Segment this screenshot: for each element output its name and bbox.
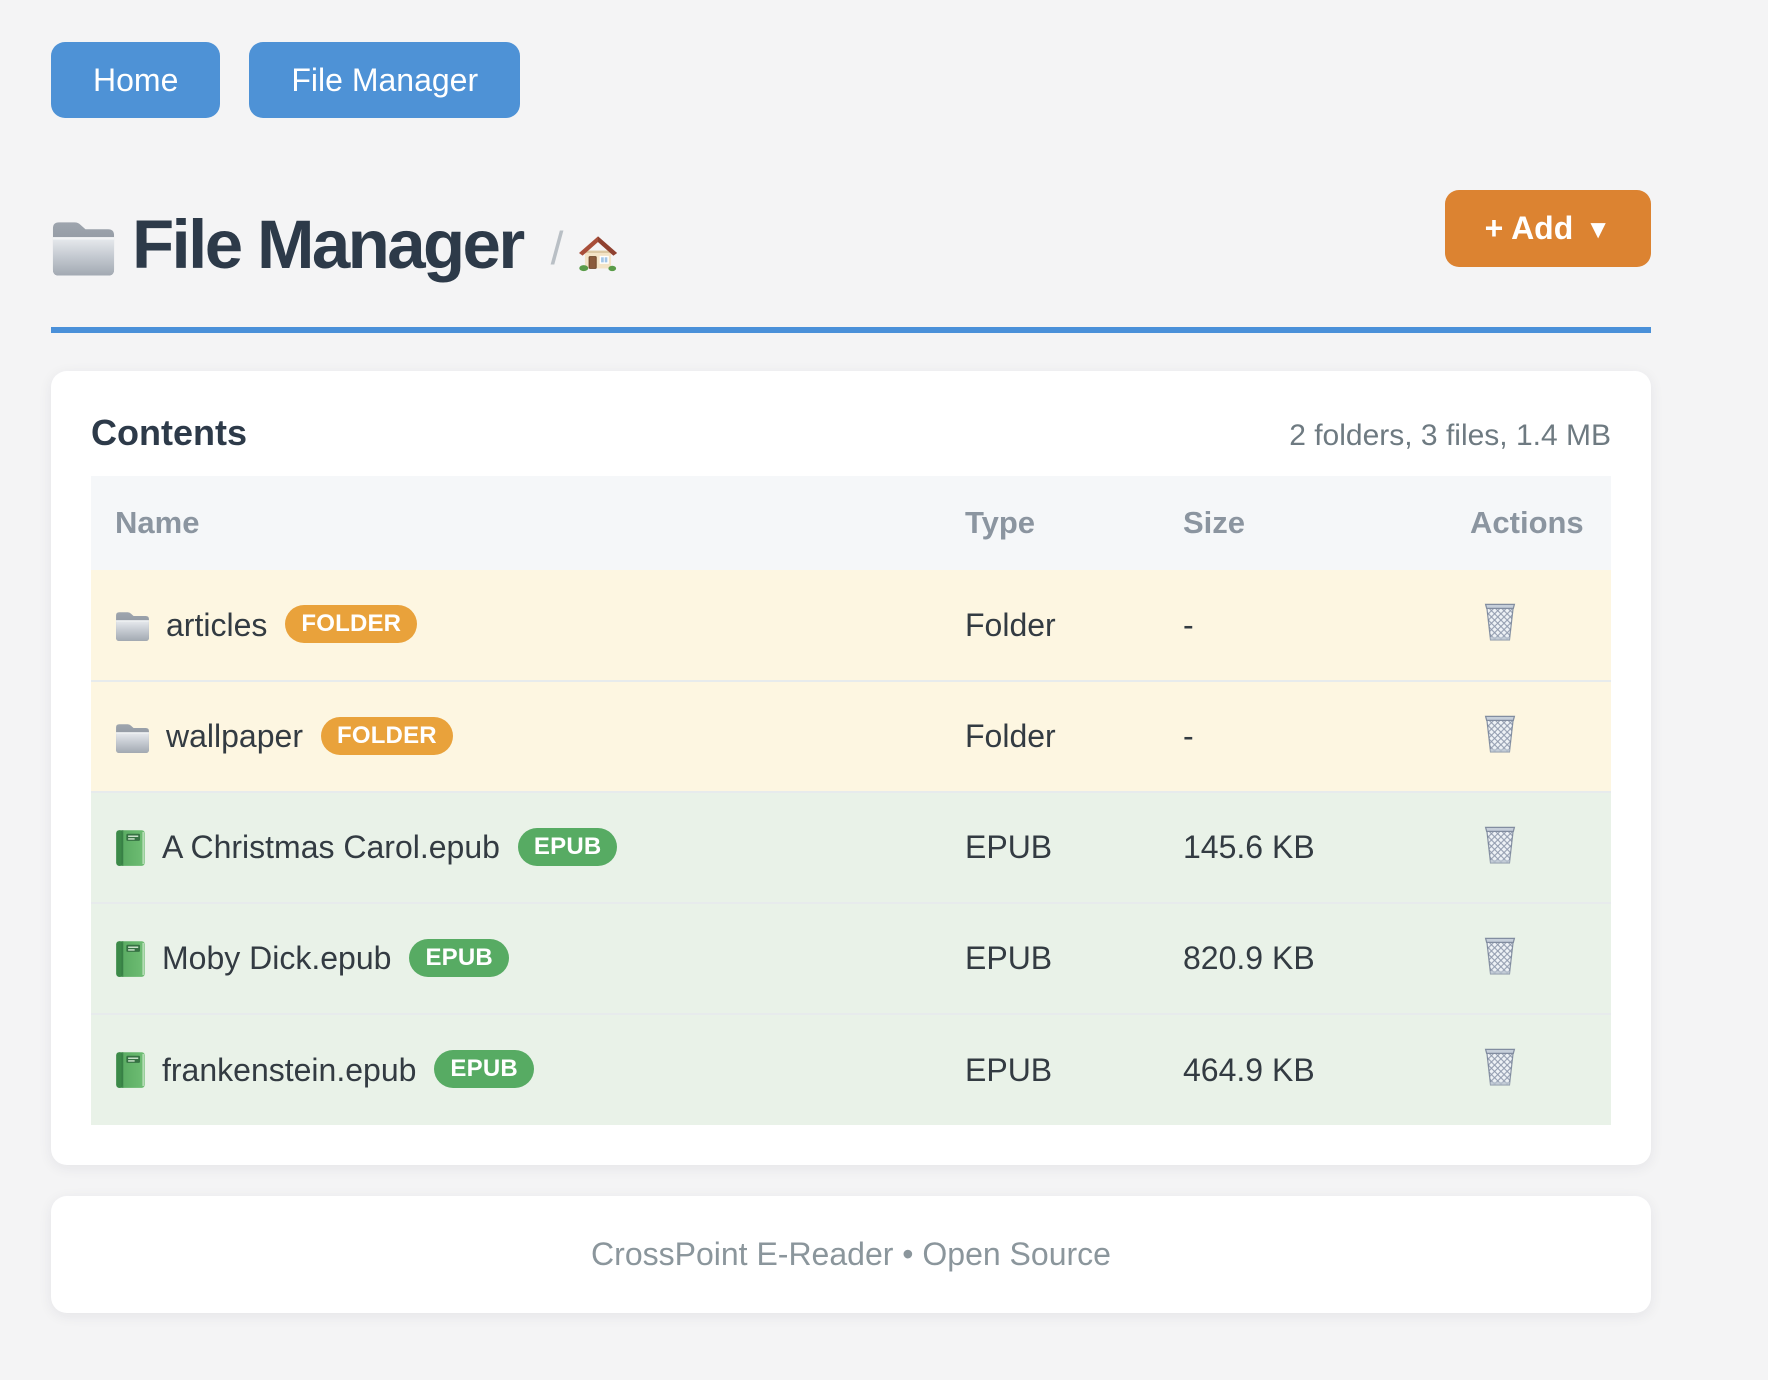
- type-badge: EPUB: [517, 827, 618, 866]
- table-row[interactable]: frankenstein.epub EPUB EPUB 464.9 KB: [91, 1013, 1611, 1125]
- contents-title: Contents: [91, 412, 247, 453]
- file-table: Name Type Size Actions articles FOLDER F…: [91, 476, 1611, 1125]
- home-button[interactable]: Home: [51, 42, 221, 118]
- name-cell: Moby Dick.epub EPUB: [91, 902, 941, 1014]
- file-name[interactable]: articles: [166, 606, 268, 643]
- add-button-label: + Add: [1484, 210, 1574, 246]
- wastebasket-icon: [1482, 823, 1518, 865]
- contents-card: Contents 2 folders, 3 files, 1.4 MB Name…: [51, 371, 1651, 1165]
- contents-summary: 2 folders, 3 files, 1.4 MB: [1289, 419, 1611, 452]
- file-size: 145.6 KB: [1159, 791, 1446, 903]
- delete-button[interactable]: [1470, 712, 1518, 754]
- file-type: EPUB: [941, 1013, 1159, 1125]
- page-title-text: File Manager: [132, 206, 525, 283]
- actions-cell: [1446, 902, 1611, 1014]
- table-row[interactable]: A Christmas Carol.epub EPUB EPUB 145.6 K…: [91, 791, 1611, 903]
- breadcrumb-separator: /: [550, 222, 564, 274]
- column-header-name: Name: [91, 476, 941, 570]
- type-badge: FOLDER: [320, 716, 453, 755]
- file-size: -: [1159, 680, 1446, 792]
- add-button[interactable]: + Add ▼: [1444, 190, 1651, 267]
- column-header-actions: Actions: [1446, 476, 1611, 570]
- name-cell: A Christmas Carol.epub EPUB: [91, 791, 941, 903]
- file-size: 820.9 KB: [1159, 902, 1446, 1014]
- table-row[interactable]: Moby Dick.epub EPUB EPUB 820.9 KB: [91, 902, 1611, 1014]
- name-cell: articles FOLDER: [91, 570, 941, 681]
- type-badge: EPUB: [434, 1050, 534, 1088]
- actions-cell: [1446, 570, 1611, 681]
- file-size: -: [1159, 570, 1446, 681]
- column-header-size: Size: [1159, 476, 1446, 570]
- caret-down-icon: ▼: [1585, 214, 1611, 244]
- delete-button[interactable]: [1470, 600, 1518, 642]
- actions-cell: [1446, 791, 1611, 903]
- file-type: Folder: [941, 570, 1159, 681]
- footer-card: CrossPoint E-Reader • Open Source: [51, 1196, 1651, 1313]
- folder-icon: [51, 216, 116, 276]
- delete-button[interactable]: [1470, 934, 1518, 976]
- file-name[interactable]: wallpaper: [166, 718, 303, 754]
- column-header-type: Type: [941, 476, 1159, 570]
- delete-button[interactable]: [1470, 1045, 1518, 1087]
- name-cell: frankenstein.epub EPUB: [91, 1013, 941, 1125]
- wastebasket-icon: [1482, 934, 1518, 976]
- home-icon[interactable]: [579, 234, 617, 272]
- folder-icon: [115, 721, 150, 753]
- delete-button[interactable]: [1470, 823, 1518, 865]
- folder-icon: [115, 609, 150, 641]
- file-type: Folder: [941, 680, 1159, 792]
- file-name[interactable]: A Christmas Carol.epub: [162, 829, 500, 865]
- footer-text: CrossPoint E-Reader • Open Source: [591, 1236, 1111, 1272]
- contents-card-header: Contents 2 folders, 3 files, 1.4 MB: [91, 411, 1611, 455]
- file-name[interactable]: Moby Dick.epub: [162, 940, 392, 976]
- file-table-body: articles FOLDER Folder - wallpaper FOLDE…: [91, 570, 1611, 1125]
- file-type: EPUB: [941, 791, 1159, 903]
- wastebasket-icon: [1482, 712, 1518, 754]
- table-row[interactable]: articles FOLDER Folder -: [91, 570, 1611, 681]
- page-container: Home File Manager File Manager / + Add ▼…: [51, 0, 1651, 1313]
- actions-cell: [1446, 1013, 1611, 1125]
- file-name[interactable]: frankenstein.epub: [162, 1051, 417, 1088]
- wastebasket-icon: [1482, 600, 1518, 642]
- file-size: 464.9 KB: [1159, 1013, 1446, 1125]
- file-type: EPUB: [941, 902, 1159, 1014]
- table-header-row: Name Type Size Actions: [91, 476, 1611, 570]
- top-nav: Home File Manager: [51, 42, 1651, 118]
- file-manager-button[interactable]: File Manager: [249, 42, 521, 118]
- book-icon: [115, 1051, 146, 1089]
- type-badge: EPUB: [409, 938, 509, 977]
- wastebasket-icon: [1482, 1045, 1518, 1087]
- type-badge: FOLDER: [285, 605, 418, 643]
- page-title: File Manager /: [51, 202, 617, 288]
- page-header: File Manager / + Add ▼: [51, 190, 1651, 333]
- table-row[interactable]: wallpaper FOLDER Folder -: [91, 680, 1611, 792]
- breadcrumb: /: [551, 202, 618, 288]
- actions-cell: [1446, 680, 1611, 792]
- book-icon: [115, 829, 146, 867]
- name-cell: wallpaper FOLDER: [91, 680, 941, 792]
- book-icon: [115, 940, 146, 978]
